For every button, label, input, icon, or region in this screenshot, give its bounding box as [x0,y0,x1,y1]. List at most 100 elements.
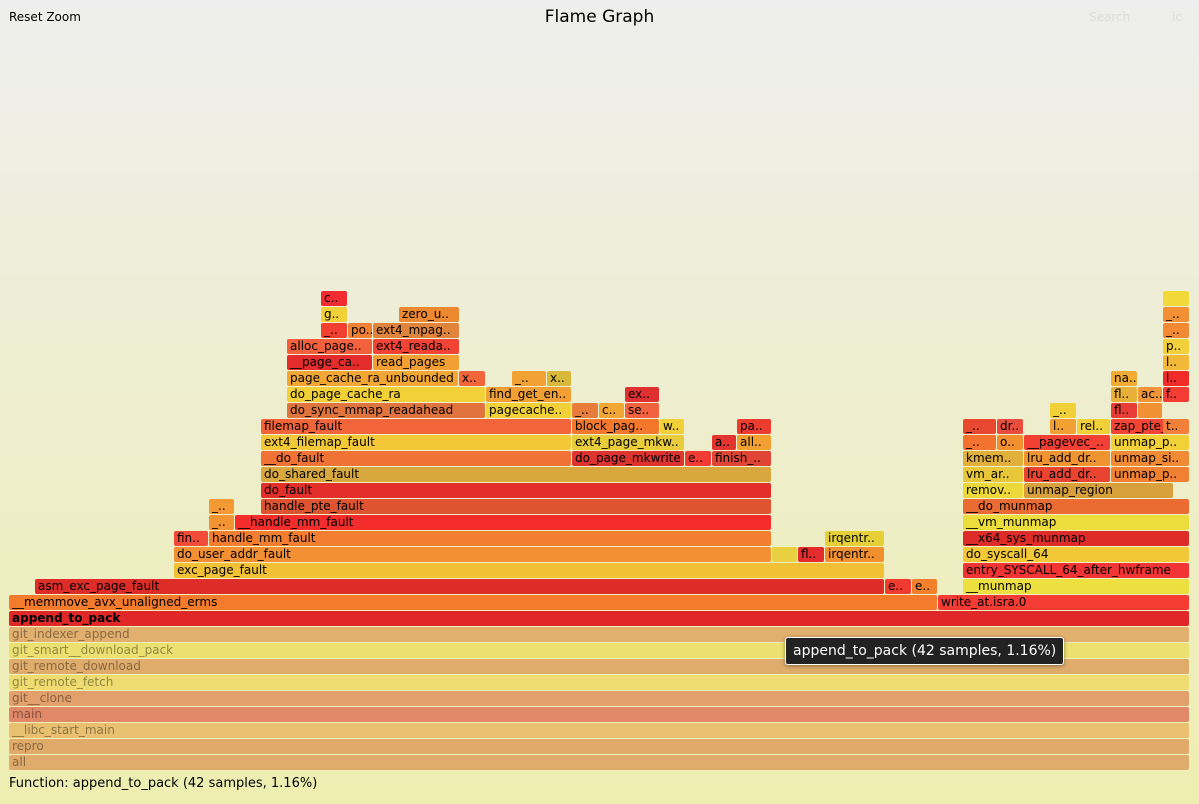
flame-frame[interactable]: filemap_fault [261,419,571,434]
flame-frame[interactable]: finish_.. [712,451,771,466]
flame-frame[interactable]: do_page_cache_ra [287,387,485,402]
flame-frame[interactable]: git_remote_fetch [9,675,1189,690]
flame-frame[interactable]: ext4_page_mkw.. [572,435,684,450]
flame-frame[interactable]: e.. [885,579,911,594]
flame-frame[interactable]: unmap_region [1024,483,1173,498]
flame-frame[interactable]: x.. [459,371,485,386]
flame-frame[interactable]: l.. [1163,355,1189,370]
flame-frame[interactable]: do_sync_mmap_readahead [287,403,485,418]
flame-frame[interactable]: irqentr.. [825,547,884,562]
flame-frame[interactable]: _.. [209,499,234,514]
flame-frame[interactable]: __libc_start_main [9,723,1189,738]
flame-frame[interactable]: dr.. [997,419,1023,434]
flame-frame[interactable]: _.. [572,403,598,418]
flame-frame[interactable]: do_page_mkwrite [572,451,684,466]
flame-frame[interactable]: find_get_en.. [486,387,571,402]
flame-frame[interactable]: l.. [1050,419,1076,434]
flame-frame[interactable]: a.. [712,435,736,450]
flame-frame[interactable]: lru_add_dr.. [1024,467,1110,482]
flame-frame[interactable]: g.. [321,307,347,322]
flame-frame[interactable]: handle_pte_fault [261,499,771,514]
flame-frame[interactable]: unmap_p.. [1111,467,1189,482]
flame-frame[interactable]: w.. [660,419,684,434]
flame-frame[interactable]: t.. [1163,419,1189,434]
flame-frame[interactable]: do_user_addr_fault [174,547,771,562]
flame-frame[interactable]: c.. [321,291,347,306]
flame-frame[interactable]: po.. [348,323,372,338]
flame-frame[interactable]: fl.. [1111,403,1137,418]
flame-frame[interactable]: unmap_si.. [1111,451,1189,466]
flame-frame[interactable]: __do_munmap [963,499,1189,514]
flame-frame[interactable] [1163,291,1189,306]
flame-frame[interactable]: lru_add_dr.. [1024,451,1110,466]
flame-frame[interactable]: se.. [625,403,659,418]
flame-frame[interactable]: __handle_mm_fault [235,515,771,530]
flame-frame[interactable]: pa.. [737,419,771,434]
flame-frame[interactable]: _.. [1163,323,1189,338]
flame-frame[interactable]: e.. [912,579,937,594]
flame-frame[interactable]: __memmove_avx_unaligned_erms [9,595,937,610]
flame-frame[interactable]: ext4_mpag.. [373,323,459,338]
flame-frame[interactable]: zap_pte_.. [1111,419,1178,434]
flame-frame[interactable]: rel.. [1077,419,1110,434]
flame-frame[interactable]: block_pag.. [572,419,659,434]
ignore-case-toggle[interactable]: ic [1172,10,1182,24]
flame-frame[interactable]: l.. [1163,371,1189,386]
flame-frame[interactable]: pagecache.. [486,403,571,418]
flame-frame[interactable]: x.. [547,371,571,386]
flame-frame[interactable]: __pagevec_.. [1024,435,1110,450]
flame-frame[interactable]: e.. [685,451,711,466]
flame-frame[interactable]: zero_u.. [399,307,459,322]
flame-frame[interactable]: page_cache_ra_unbounded [287,371,458,386]
flame-frame[interactable]: _.. [321,323,347,338]
flame-frame-selected[interactable]: append_to_pack [9,611,1189,626]
flame-frame[interactable]: asm_exc_page_fault [35,579,884,594]
flame-frame[interactable]: __munmap [963,579,1189,594]
flame-frame[interactable]: ac.. [1138,387,1162,402]
flame-frame[interactable]: do_shared_fault [261,467,771,482]
flame-frame[interactable] [1138,403,1162,418]
flame-frame[interactable]: o.. [997,435,1023,450]
flame-frame[interactable]: exc_page_fault [174,563,884,578]
flame-frame[interactable]: _.. [1163,307,1189,322]
flame-frame[interactable]: all [9,755,1189,770]
reset-zoom-button[interactable]: Reset Zoom [9,10,81,24]
flame-frame[interactable]: fl.. [1111,387,1137,402]
flame-frame[interactable]: do_syscall_64 [963,547,1189,562]
flame-frame[interactable]: remov.. [963,483,1023,498]
flame-frame[interactable]: c.. [599,403,624,418]
flame-frame[interactable]: main [9,707,1189,722]
flame-frame[interactable]: fin.. [174,531,208,546]
flame-frame[interactable]: repro [9,739,1189,754]
flame-frame[interactable]: git__clone [9,691,1189,706]
flame-frame[interactable]: read_pages [373,355,459,370]
flame-frame[interactable]: handle_mm_fault [209,531,771,546]
flame-frame[interactable]: _.. [963,419,996,434]
flame-frame[interactable]: __x64_sys_munmap [963,531,1189,546]
flame-frame[interactable]: _.. [512,371,546,386]
flame-frame[interactable]: irqentr.. [825,531,884,546]
flame-frame[interactable]: entry_SYSCALL_64_after_hwframe [963,563,1189,578]
flame-frame[interactable]: unmap_p.. [1111,435,1189,450]
flame-frame[interactable]: __page_ca.. [287,355,372,370]
flame-frame[interactable]: write_at.isra.0 [938,595,1189,610]
flame-frame[interactable]: f.. [1163,387,1189,402]
flame-frame[interactable]: __vm_munmap [963,515,1189,530]
flame-frame[interactable]: kmem.. [963,451,1023,466]
flame-frame[interactable]: vm_ar.. [963,467,1023,482]
flame-frame[interactable]: alloc_page.. [287,339,372,354]
flame-frame[interactable]: _.. [209,515,234,530]
search-button[interactable]: Search [1089,10,1131,24]
flame-frame[interactable]: ex.. [625,387,659,402]
flame-frame[interactable]: _.. [1050,403,1076,418]
flame-frame[interactable]: ext4_filemap_fault [261,435,571,450]
flame-frame[interactable]: p.. [1163,339,1189,354]
flame-frame[interactable]: __do_fault [261,451,571,466]
flame-frame[interactable]: _.. [963,435,996,450]
flame-frame[interactable] [772,547,797,562]
flame-frame[interactable]: do_fault [261,483,771,498]
flame-frame[interactable]: all.. [737,435,771,450]
flame-frame[interactable]: na.. [1111,371,1137,386]
flame-frame[interactable]: fl.. [798,547,824,562]
flame-frame[interactable]: ext4_reada.. [373,339,459,354]
